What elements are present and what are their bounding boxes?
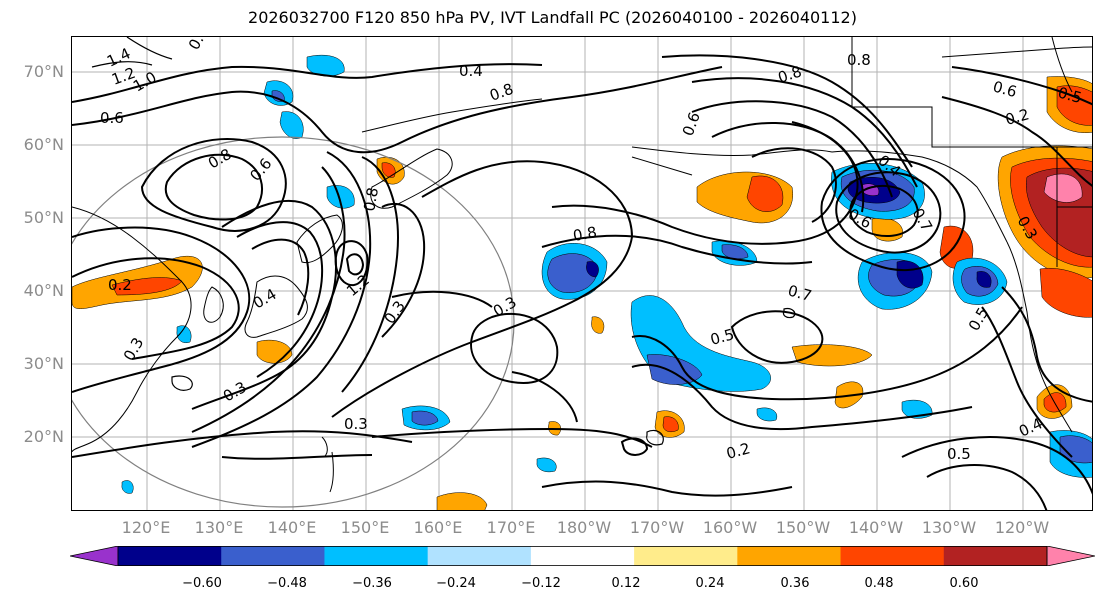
pv-patch-negative	[121, 480, 134, 494]
lat-label-20n: 20°N	[23, 427, 64, 446]
colorbar-cell	[840, 546, 945, 566]
pv-patch-negative	[756, 407, 778, 422]
lat-label-70n: 70°N	[23, 62, 64, 81]
pv-patch-positive	[256, 339, 293, 364]
colorbar-cell	[530, 546, 635, 566]
lat-label-40n: 40°N	[23, 281, 64, 300]
contour-label: 0.3	[344, 415, 368, 433]
pv-patch-negative	[306, 54, 345, 77]
colorbar-tick-label: −0.60	[182, 576, 222, 591]
contour-label: 0.2	[1003, 105, 1031, 129]
lon-label-170e: 170°E	[486, 518, 536, 537]
contour-label: 0.6	[246, 155, 275, 185]
colorbar-cell	[118, 546, 222, 566]
pv-patch-positive	[591, 316, 605, 334]
colorbar-extend-low	[70, 546, 119, 566]
colorbar-extend-high	[1046, 546, 1095, 566]
contour-label: 0.2	[108, 276, 132, 294]
contour-label: 0.3	[220, 378, 250, 406]
contour-label: 0.6	[100, 109, 124, 127]
colorbar-tick-label: 0.60	[949, 576, 979, 591]
contour-label: 0.4	[250, 285, 280, 313]
contour-label: 0.5	[965, 304, 993, 334]
contour-label: 0.6	[991, 77, 1019, 101]
lon-label-130e: 130°E	[194, 518, 244, 537]
contour-label: 0.8	[185, 37, 213, 53]
lon-label-120e: 120°E	[121, 518, 171, 537]
pv-patch-negative	[536, 457, 557, 473]
map-panel[interactable]: 1.4 1.2 1.0 0.8 0.6 0.8 0.6 0.4 0.8 0.8 …	[71, 36, 1093, 511]
map-title: 2026032700 F120 850 hPa PV, IVT Landfall…	[248, 8, 857, 27]
map-canvas: 1.4 1.2 1.0 0.8 0.6 0.8 0.6 0.4 0.8 0.8 …	[72, 37, 1092, 510]
pv-patch-negative	[896, 260, 924, 289]
colorbar-tick-label: −0.36	[352, 576, 392, 591]
pv-contours-thin	[91, 37, 796, 446]
colorbar-cell	[737, 546, 842, 566]
pv-patch-negative	[586, 261, 599, 278]
contour-label: 0.2	[724, 439, 752, 463]
colorbar-tick-label: −0.48	[267, 576, 307, 591]
pv-patch-negative	[901, 399, 933, 419]
pv-patch-positive	[791, 344, 873, 367]
contour-label: 0.8	[847, 51, 871, 69]
colorbar-cell	[427, 546, 532, 566]
pv-patch-positive	[1056, 85, 1092, 126]
lat-label-50n: 50°N	[23, 208, 64, 227]
contour-label: 0.6	[679, 110, 704, 139]
pv-patch-negative	[326, 185, 355, 209]
pv-contours	[72, 54, 1092, 510]
contour-label: 1.2	[343, 271, 373, 300]
lat-label-60n: 60°N	[23, 135, 64, 154]
contour-label: 0.8	[776, 62, 804, 86]
pv-patch-positive	[1039, 267, 1092, 318]
lon-label-180w: 180°W	[556, 518, 612, 537]
colorbar-tick-label: −0.12	[521, 576, 561, 591]
colorbar-tick-label: 0.12	[611, 576, 641, 591]
lon-label-160w: 160°W	[702, 518, 758, 537]
colorbar-tick-label: −0.24	[436, 576, 476, 591]
coastlines	[72, 37, 1092, 493]
pv-patch-negative	[411, 410, 439, 426]
contour-label: 0.3	[381, 297, 409, 327]
lon-label-140e: 140°E	[267, 518, 317, 537]
colorbar-border	[117, 546, 1048, 566]
contour-label: 0.5	[947, 445, 971, 463]
lon-label-120w: 120°W	[994, 518, 1050, 537]
colorbar-cell	[634, 546, 738, 566]
lon-label-170w: 170°W	[629, 518, 685, 537]
lon-label-140w: 140°W	[848, 518, 904, 537]
pv-patch-positive	[111, 277, 183, 296]
contour-label: 0.5	[708, 325, 736, 349]
contour-label: 0.5	[1056, 83, 1084, 107]
colorbar-cell	[943, 546, 1048, 566]
pv-patch-negative	[976, 271, 992, 288]
colorbar-tick-label: 0.48	[864, 576, 894, 591]
colorbar-cell	[324, 546, 429, 566]
pv-patch-negative	[721, 244, 749, 259]
lat-label-30n: 30°N	[23, 354, 64, 373]
lon-label-150e: 150°E	[340, 518, 390, 537]
contour-label: 0.8	[205, 145, 235, 173]
lon-label-160e: 160°E	[413, 518, 463, 537]
pv-patch-positive	[746, 175, 784, 212]
pv-patch-negative	[547, 253, 599, 293]
contour-label: 0.3	[120, 334, 148, 364]
lon-label-150w: 150°W	[775, 518, 831, 537]
contour-label: 0.7	[786, 281, 814, 305]
range-circle	[72, 136, 515, 508]
pv-patch-negative	[279, 111, 304, 139]
colorbar-tick-label: 0.24	[695, 576, 725, 591]
contour-label: 0.4	[459, 62, 483, 80]
pv-patch-positive	[871, 217, 904, 242]
colorbar	[70, 546, 1095, 566]
pv-patch-positive	[1043, 173, 1083, 203]
contour-label: 0.8	[572, 223, 599, 245]
colorbar-cell	[221, 546, 325, 566]
lon-label-130w: 130°W	[921, 518, 977, 537]
pv-patch-positive	[436, 492, 488, 510]
colorbar-tick-label: 0.36	[780, 576, 810, 591]
pv-patch-positive	[381, 162, 396, 178]
contour-label: 0.8	[360, 186, 382, 213]
pv-patch-positive	[662, 416, 679, 433]
